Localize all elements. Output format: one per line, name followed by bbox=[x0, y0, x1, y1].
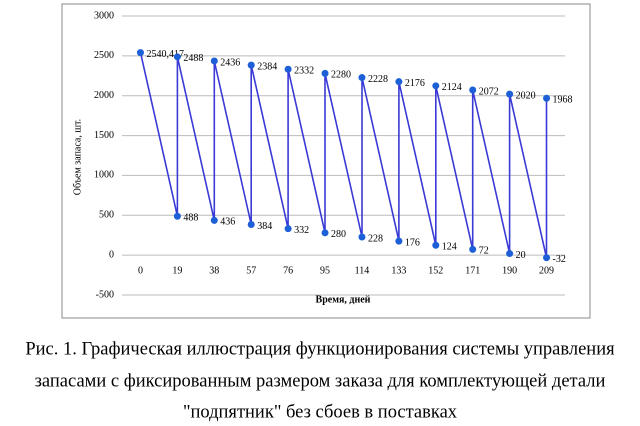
data-label: 2384 bbox=[257, 61, 277, 72]
data-point bbox=[247, 61, 255, 69]
data-label: 176 bbox=[405, 237, 420, 248]
data-label: 2280 bbox=[331, 70, 351, 81]
data-label: 488 bbox=[183, 213, 198, 224]
data-point bbox=[321, 229, 329, 237]
data-label: 20 bbox=[516, 250, 526, 261]
data-label: 2020 bbox=[516, 90, 536, 101]
data-point bbox=[506, 90, 514, 98]
data-label: -32 bbox=[553, 254, 566, 265]
data-line bbox=[139, 52, 548, 258]
data-point bbox=[284, 225, 292, 233]
x-tick-label: 57 bbox=[246, 265, 256, 276]
x-tick-label: 190 bbox=[502, 265, 517, 276]
x-tick-label: 209 bbox=[539, 265, 554, 276]
y-tick-label: -500 bbox=[96, 289, 114, 300]
y-tick-label: 2000 bbox=[94, 90, 114, 101]
data-label: 124 bbox=[442, 242, 457, 253]
y-tick-label: 0 bbox=[109, 249, 114, 260]
y-tick-label: 500 bbox=[99, 210, 114, 221]
x-tick-label: 95 bbox=[320, 265, 330, 276]
y-tick-label: 1500 bbox=[94, 130, 114, 141]
x-axis-label: Время, дней bbox=[316, 294, 371, 305]
data-label: 2228 bbox=[368, 74, 388, 85]
caption-line: "подпятник" без сбоев в поставках bbox=[183, 402, 458, 422]
x-tick-label: 114 bbox=[355, 265, 370, 276]
data-label: 2176 bbox=[405, 78, 425, 89]
data-point bbox=[321, 69, 329, 77]
data-label: 1968 bbox=[553, 95, 573, 106]
data-label: 436 bbox=[220, 217, 235, 228]
data-point bbox=[469, 245, 477, 253]
x-tick-label: 19 bbox=[172, 265, 182, 276]
data-label: 2540,417 bbox=[146, 49, 184, 60]
x-tick-label: 152 bbox=[428, 265, 443, 276]
data-label: 2488 bbox=[183, 53, 203, 64]
data-label: 2436 bbox=[220, 57, 240, 68]
data-label: 384 bbox=[257, 221, 272, 232]
data-point bbox=[284, 65, 292, 73]
y-tick-label: 3000 bbox=[94, 10, 114, 21]
x-tick-label: 76 bbox=[283, 265, 293, 276]
data-point bbox=[432, 241, 440, 249]
x-tick-label: 133 bbox=[391, 265, 406, 276]
data-point bbox=[506, 250, 514, 258]
data-point bbox=[432, 82, 440, 90]
y-tick-label: 2500 bbox=[94, 50, 114, 61]
data-point bbox=[210, 57, 218, 65]
data-point bbox=[469, 86, 477, 94]
caption-line: запасами с фиксированным размером заказа… bbox=[35, 371, 606, 391]
data-point bbox=[358, 233, 366, 241]
x-tick-label: 38 bbox=[209, 265, 219, 276]
data-point bbox=[395, 237, 403, 245]
data-point bbox=[247, 221, 255, 229]
data-label: 280 bbox=[331, 229, 346, 240]
data-point bbox=[173, 53, 181, 61]
data-label: 228 bbox=[368, 233, 383, 244]
y-tick-label: 1000 bbox=[94, 170, 114, 181]
data-label: 332 bbox=[294, 225, 309, 236]
data-label: 2124 bbox=[442, 82, 462, 93]
data-point bbox=[543, 254, 551, 262]
data-point bbox=[358, 74, 366, 82]
data-point bbox=[136, 49, 144, 57]
caption-line: Рис. 1. Графическая иллюстрация функцион… bbox=[25, 339, 615, 359]
x-tick-label: 171 bbox=[465, 265, 480, 276]
data-label: 2072 bbox=[479, 86, 499, 97]
x-tick-label: 0 bbox=[138, 265, 143, 276]
data-label: 2332 bbox=[294, 66, 314, 77]
data-label: 72 bbox=[479, 246, 489, 257]
data-point bbox=[210, 216, 218, 224]
y-axis-label: Объем запаса, шт. bbox=[72, 119, 83, 195]
data-point bbox=[395, 78, 403, 86]
chart-frame bbox=[61, 3, 591, 319]
data-point bbox=[543, 94, 551, 102]
data-point bbox=[173, 212, 181, 220]
